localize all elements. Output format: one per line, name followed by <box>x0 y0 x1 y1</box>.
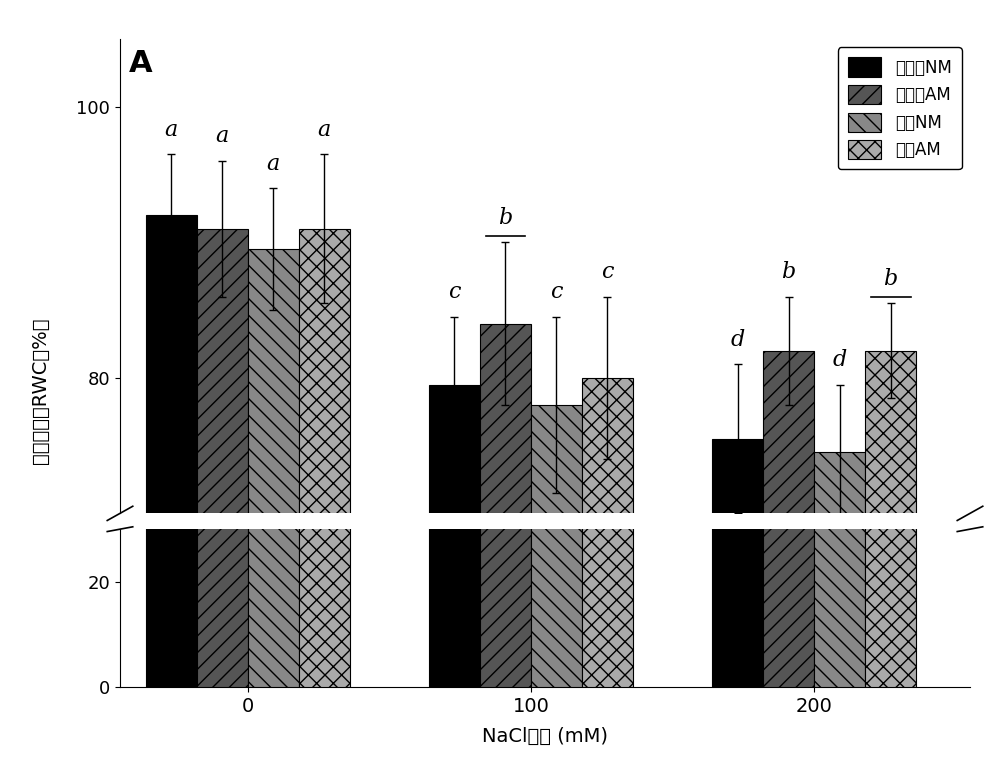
Bar <box>582 378 633 781</box>
Bar <box>146 216 196 781</box>
Bar <box>582 266 633 687</box>
Text: d: d <box>833 349 847 371</box>
Text: b: b <box>498 207 512 229</box>
Bar <box>298 229 350 781</box>
Bar <box>814 294 865 687</box>
Text: c: c <box>550 281 563 303</box>
Bar <box>480 323 531 781</box>
Bar <box>196 229 248 781</box>
Text: a: a <box>215 126 229 148</box>
Bar <box>814 452 865 781</box>
Bar <box>196 208 248 687</box>
Text: A: A <box>128 48 152 77</box>
Bar <box>146 202 196 687</box>
Bar <box>763 351 814 781</box>
Bar <box>865 351 916 781</box>
X-axis label: NaCl浓度 (mM): NaCl浓度 (mM) <box>482 727 608 746</box>
Bar <box>531 276 582 687</box>
Bar <box>298 208 350 687</box>
Bar <box>429 384 480 781</box>
Text: a: a <box>266 152 280 175</box>
Bar <box>865 255 916 687</box>
Bar <box>712 290 763 687</box>
Bar <box>248 249 298 781</box>
Bar <box>248 216 298 687</box>
Text: c: c <box>601 261 614 283</box>
Text: b: b <box>782 261 796 283</box>
Text: a: a <box>317 119 331 141</box>
Bar <box>429 269 480 687</box>
Text: c: c <box>448 281 461 303</box>
Bar <box>712 439 763 781</box>
Text: 相对含水量RWC（%）: 相对含水量RWC（%） <box>30 317 50 464</box>
Text: b: b <box>884 268 898 290</box>
Bar <box>480 244 531 687</box>
Text: d: d <box>731 329 745 351</box>
Text: a: a <box>164 119 178 141</box>
Legend: 转基因NM, 转基因AM, 常规NM, 常规AM: 转基因NM, 转基因AM, 常规NM, 常规AM <box>838 48 962 169</box>
Bar <box>763 255 814 687</box>
Bar <box>531 405 582 781</box>
